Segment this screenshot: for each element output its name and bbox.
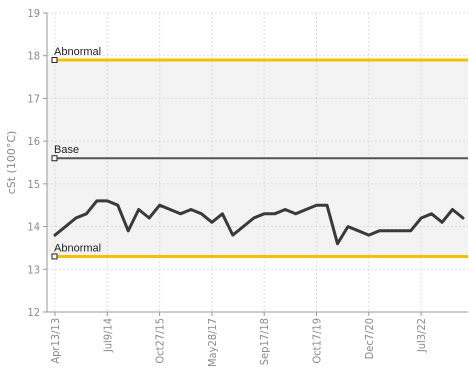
x-tick-label: Apr13/13: [49, 318, 62, 364]
y-tick-label: 14: [27, 221, 40, 234]
reference-line-label: Abnormal: [54, 46, 101, 58]
reference-lines: Abnormal Base Abnormal: [51, 46, 468, 260]
y-tick-label: 16: [27, 135, 40, 148]
x-tick-label: Oct27/15: [154, 318, 167, 364]
reference-line-label: Base: [54, 144, 79, 156]
y-tick-label: 12: [27, 306, 40, 319]
axes: [43, 12, 468, 316]
x-tick-labels: Apr13/13 Jul9/14 Oct27/15 May28/17 Sep17/18 O…: [49, 318, 428, 367]
y-tick-label: 13: [27, 263, 40, 276]
y-axis-title: cSt (100°C): [5, 131, 18, 195]
series: [53, 199, 465, 246]
reference-marker: [51, 56, 58, 63]
x-tick-label: Jul3/22: [415, 318, 428, 353]
reference-marker: [51, 155, 58, 162]
x-tick-label: Dec7/20: [363, 318, 376, 359]
reference-marker: [51, 253, 58, 260]
reference-line-label: Abnormal: [54, 242, 101, 254]
x-tick-label: Jul9/14: [101, 318, 114, 353]
y-tick-labels: 12 13 14 15 16 17 18 19: [27, 7, 40, 319]
series-line: [53, 199, 465, 246]
y-tick-label: 18: [27, 50, 40, 63]
x-tick-label: May28/17: [206, 318, 219, 367]
y-tick-label: 15: [27, 178, 40, 191]
x-tick-label: Sep17/18: [258, 318, 271, 365]
y-tick-label: 17: [27, 92, 40, 105]
x-tick-label: Oct17/19: [311, 318, 324, 364]
y-tick-label: 19: [27, 7, 40, 20]
